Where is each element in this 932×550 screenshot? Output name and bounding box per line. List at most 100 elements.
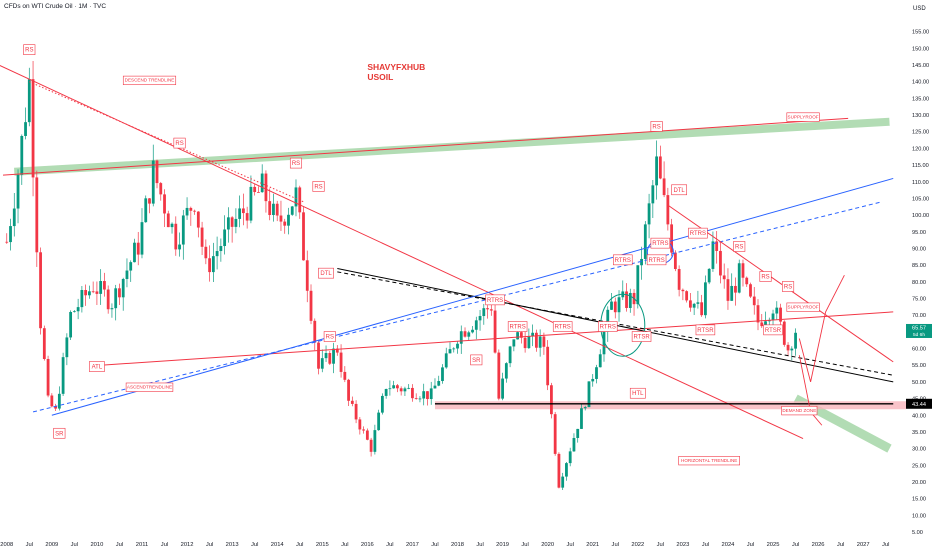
candle-body bbox=[756, 305, 760, 323]
candle-body bbox=[550, 385, 553, 415]
candle-body bbox=[610, 301, 613, 310]
candle-body bbox=[24, 122, 27, 136]
candle-body bbox=[602, 331, 606, 355]
x-tick-label: Jul bbox=[702, 542, 709, 548]
annotation-box bbox=[650, 237, 671, 249]
candle-body bbox=[399, 388, 403, 392]
annotation-rs: RS bbox=[782, 281, 795, 292]
candle-body bbox=[587, 381, 591, 408]
candle-body bbox=[501, 378, 504, 399]
annotation-box bbox=[629, 387, 646, 399]
y-tick-label: 25.00 bbox=[912, 463, 926, 469]
candle-body bbox=[752, 296, 756, 306]
candle-body bbox=[65, 337, 69, 358]
blue-channel bbox=[51, 177, 894, 416]
annotation-label: HORIZONTAL TRENDLINE bbox=[681, 458, 737, 463]
candle-body bbox=[437, 381, 441, 386]
x-tick-label: Jul bbox=[206, 542, 213, 548]
candle-body bbox=[125, 270, 129, 279]
annotation-box bbox=[763, 324, 783, 336]
candle-body bbox=[384, 389, 388, 396]
candle-body bbox=[580, 408, 583, 429]
candle-body bbox=[9, 226, 12, 243]
x-tick-label: 2021 bbox=[586, 542, 599, 548]
candle-body bbox=[512, 339, 516, 347]
candle-body bbox=[737, 263, 741, 293]
annotation-sr: SR bbox=[470, 354, 483, 366]
annotation-label: RS bbox=[735, 244, 743, 250]
candle-body bbox=[471, 329, 474, 333]
candle-body bbox=[707, 268, 711, 283]
annotation-rtsr: RTSR bbox=[695, 324, 716, 336]
candle-body bbox=[170, 223, 174, 228]
candle-body bbox=[144, 198, 148, 223]
x-tick-label: Jul bbox=[431, 542, 438, 548]
candle-body bbox=[31, 79, 35, 178]
annotation-rtrs: RTRS bbox=[688, 227, 708, 239]
annotation-label: RS bbox=[175, 141, 183, 147]
candle-body bbox=[467, 332, 471, 337]
candle-body bbox=[80, 290, 84, 308]
candle-body bbox=[260, 173, 264, 193]
candle-body bbox=[46, 359, 50, 396]
candle-body bbox=[576, 428, 580, 438]
atl-line bbox=[100, 311, 894, 366]
candle-body bbox=[57, 393, 61, 409]
annotation-descend-trendline: DESCEND TRENDLINE bbox=[122, 75, 177, 86]
candle-body bbox=[677, 269, 681, 290]
candle-body bbox=[760, 322, 764, 327]
candle-body bbox=[388, 388, 392, 390]
candle-body bbox=[110, 308, 114, 310]
x-tick-label: Jul bbox=[792, 542, 799, 548]
candle-body bbox=[91, 291, 95, 293]
candle-body bbox=[215, 251, 219, 257]
annotation-box bbox=[786, 302, 820, 312]
candle-body bbox=[309, 290, 313, 321]
candle-body bbox=[95, 291, 99, 294]
candle-body bbox=[118, 288, 121, 298]
annotation-label: RTRS bbox=[600, 325, 616, 331]
candle-body bbox=[114, 288, 118, 309]
candle-body bbox=[27, 79, 31, 123]
candle-body bbox=[741, 263, 745, 278]
candle-body bbox=[204, 246, 208, 259]
annotation-box bbox=[507, 321, 528, 332]
annotation-label: RS bbox=[652, 124, 660, 130]
candle-body bbox=[200, 227, 204, 247]
candle-body bbox=[565, 463, 568, 477]
candle-body bbox=[50, 395, 54, 407]
candle-body bbox=[290, 206, 294, 215]
annotation-rs: RS bbox=[650, 121, 663, 132]
y-tick-label: 130.00 bbox=[912, 113, 929, 119]
annotation-label: RTRS bbox=[555, 325, 571, 331]
annotation-label: DESCEND TRENDLINE bbox=[125, 78, 175, 83]
annotation-sr: SR bbox=[53, 427, 66, 439]
candle-body bbox=[328, 353, 332, 364]
candle-body bbox=[294, 187, 298, 207]
x-tick-label: Jul bbox=[116, 542, 123, 548]
annotation-box bbox=[173, 137, 186, 149]
candle-body bbox=[704, 282, 707, 316]
annotation-box bbox=[671, 184, 688, 196]
candle-body bbox=[317, 342, 320, 369]
annotation-dtl: DTL bbox=[318, 267, 334, 279]
annotation-rtsr: RTSR bbox=[763, 324, 783, 336]
candle-body bbox=[561, 476, 565, 488]
annotation-box bbox=[89, 361, 105, 372]
candle-body bbox=[20, 135, 24, 175]
annotation-rs: RS bbox=[173, 137, 186, 149]
annotation-box bbox=[613, 254, 633, 266]
candle-body bbox=[666, 195, 670, 225]
candle-body bbox=[136, 242, 140, 255]
annotation-label: ASCENDTRENDLINE bbox=[127, 385, 172, 390]
annotation-dtl: DTL bbox=[671, 184, 688, 196]
candle-body bbox=[324, 353, 328, 359]
y-tick-label: 85.00 bbox=[912, 263, 926, 269]
candle-body bbox=[358, 419, 362, 430]
level-badge bbox=[906, 398, 932, 409]
annotation-box bbox=[759, 271, 772, 282]
candle-body bbox=[211, 256, 215, 273]
candle-body bbox=[542, 336, 546, 347]
candle-body bbox=[486, 308, 489, 310]
